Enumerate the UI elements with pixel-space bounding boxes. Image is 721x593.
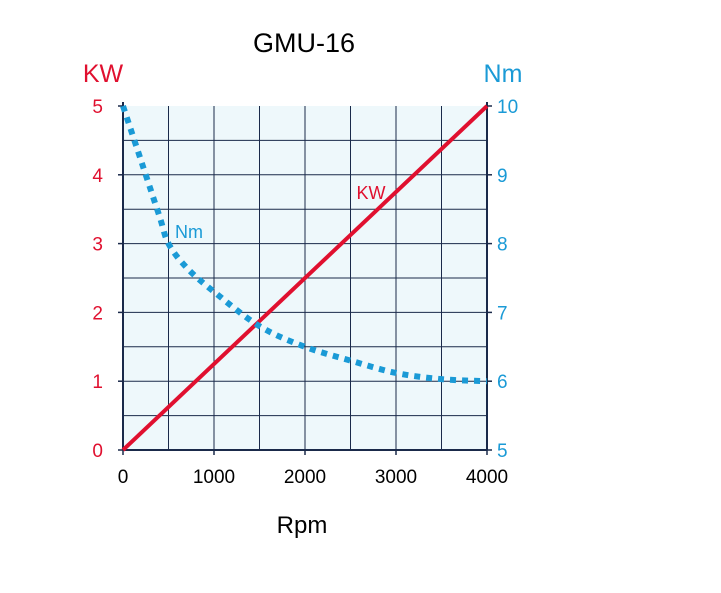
x-tick-label: 4000 (466, 467, 508, 488)
left-tick-label: 1 (92, 372, 103, 393)
series-label-nm: Nm (175, 222, 203, 242)
left-tick-label: 5 (92, 97, 103, 118)
plot-area: 0 1000 2000 3000 4000 0 1 2 3 4 5 5 6 7 8 9 10 KW Nm (92, 97, 518, 488)
right-tick-label: 6 (497, 372, 508, 393)
left-tick-label: 2 (92, 303, 103, 324)
left-tick-label: 3 (92, 235, 103, 256)
right-tick-label: 9 (497, 166, 508, 187)
series-label-kw: KW (357, 183, 386, 203)
right-tick-label: 5 (497, 441, 508, 462)
series-line-nm (120, 105, 488, 385)
x-axis-label: Rpm (277, 512, 328, 539)
left-tick-label: 0 (92, 441, 103, 462)
x-tick-label: 2000 (284, 467, 326, 488)
left-tick-label: 4 (92, 166, 103, 187)
chart-title: GMU-16 (253, 28, 355, 58)
x-tick-label: 3000 (375, 467, 417, 488)
right-axis-label: Nm (484, 60, 523, 88)
right-tick-label: 10 (497, 97, 518, 118)
right-tick-label: 8 (497, 235, 508, 256)
x-tick-label: 1000 (193, 467, 235, 488)
series-line-kw (121, 104, 489, 452)
left-axis-label: KW (83, 60, 124, 88)
x-tick-label: 0 (118, 467, 129, 488)
right-tick-label: 7 (497, 303, 508, 324)
